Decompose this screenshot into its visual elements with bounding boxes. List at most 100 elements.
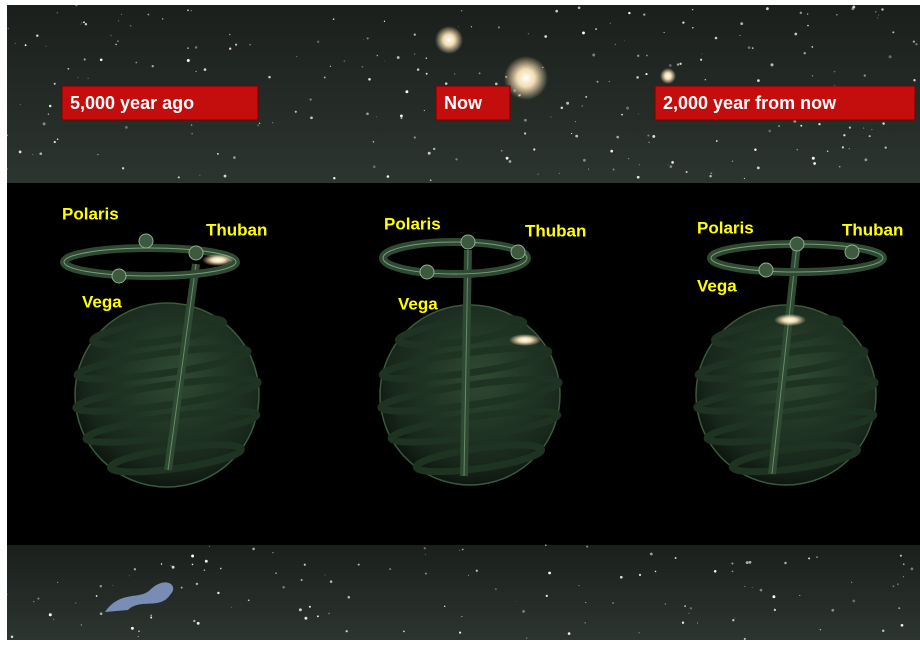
star-dot bbox=[628, 158, 629, 159]
star-dot bbox=[310, 99, 312, 101]
star-dot bbox=[249, 44, 250, 45]
star-dot bbox=[610, 150, 613, 153]
star-dot bbox=[546, 595, 548, 597]
star-dot bbox=[192, 564, 194, 566]
star-dot bbox=[88, 78, 89, 79]
star-dot bbox=[849, 148, 850, 149]
star-dot bbox=[433, 148, 435, 150]
star-dot bbox=[768, 130, 771, 133]
star-dot bbox=[682, 622, 684, 624]
star-dot bbox=[892, 31, 894, 33]
star-dot bbox=[771, 63, 774, 66]
star-dot bbox=[639, 632, 640, 633]
star-dot bbox=[75, 4, 77, 6]
star-dot bbox=[545, 544, 547, 546]
star-dot bbox=[752, 587, 753, 588]
star-dot bbox=[506, 157, 509, 160]
star-dot bbox=[732, 619, 734, 621]
star-dot bbox=[778, 125, 780, 127]
star-dot bbox=[444, 606, 445, 607]
star-dot bbox=[384, 61, 385, 62]
star-dot bbox=[100, 58, 103, 61]
star-dot bbox=[309, 606, 311, 608]
star-dot bbox=[147, 14, 149, 16]
star-dot bbox=[774, 608, 775, 609]
star-dot bbox=[495, 83, 498, 86]
star-dot bbox=[575, 135, 578, 138]
star-dot bbox=[121, 14, 122, 15]
scene: 5,000 year agoPolarisThubanVegaNowPolari… bbox=[0, 0, 920, 645]
star-dot bbox=[97, 154, 98, 155]
star-dot bbox=[231, 607, 232, 608]
star-dot bbox=[592, 54, 595, 57]
star-dot bbox=[749, 561, 752, 564]
star-dot bbox=[426, 58, 427, 59]
star-dot bbox=[831, 609, 834, 612]
star-dot bbox=[428, 152, 431, 155]
star-dot bbox=[526, 638, 527, 639]
star-dot bbox=[134, 568, 136, 570]
star-dot bbox=[732, 161, 733, 162]
star-dot bbox=[191, 124, 192, 125]
star-dot bbox=[7, 28, 9, 30]
star-dot bbox=[425, 554, 426, 555]
star-dot bbox=[620, 576, 623, 579]
star-dot bbox=[199, 175, 200, 176]
star-dot bbox=[80, 24, 81, 25]
star-dot bbox=[187, 47, 189, 49]
star-dot bbox=[181, 587, 183, 589]
star-dot bbox=[471, 26, 472, 27]
star-dot bbox=[110, 35, 111, 36]
star-dot bbox=[571, 133, 572, 134]
star-dot bbox=[626, 107, 629, 110]
star-dot bbox=[585, 622, 586, 623]
star-dot bbox=[794, 33, 797, 36]
star-dot bbox=[15, 43, 16, 44]
star-dot bbox=[869, 135, 871, 137]
star-dot bbox=[784, 562, 786, 564]
star-dot bbox=[664, 32, 665, 33]
star-dot bbox=[187, 59, 190, 62]
star-dot bbox=[851, 7, 854, 10]
star-dot bbox=[648, 142, 649, 143]
star-dot bbox=[333, 18, 335, 20]
star-dot bbox=[468, 575, 469, 576]
star-dot bbox=[454, 73, 455, 74]
star-dot bbox=[911, 568, 914, 571]
panel-label: 2,000 year from now bbox=[663, 93, 837, 113]
star-dot bbox=[665, 603, 666, 604]
star-dot bbox=[205, 560, 208, 563]
star-dot bbox=[701, 54, 702, 55]
star-dot bbox=[898, 607, 900, 609]
star-dot bbox=[170, 565, 171, 566]
bright-star bbox=[435, 26, 463, 54]
star-dot bbox=[75, 602, 76, 603]
star-dot bbox=[827, 151, 829, 153]
star-dot bbox=[150, 617, 152, 619]
star-dot bbox=[57, 582, 58, 583]
star-marker bbox=[420, 265, 434, 279]
star-marker bbox=[461, 235, 475, 249]
star-dot bbox=[424, 547, 426, 549]
star-dot bbox=[118, 20, 119, 21]
star-dot bbox=[688, 613, 689, 614]
star-dot bbox=[417, 68, 420, 71]
star-dot bbox=[178, 176, 180, 178]
star-dot bbox=[559, 173, 560, 174]
star-dot bbox=[585, 602, 586, 603]
star-dot bbox=[843, 134, 845, 136]
star-dot bbox=[54, 83, 56, 85]
star-marker bbox=[112, 269, 126, 283]
star-dot bbox=[772, 595, 775, 598]
star-dot bbox=[760, 589, 763, 592]
star-dot bbox=[455, 158, 457, 160]
star-name: Thuban bbox=[842, 220, 903, 239]
star-dot bbox=[224, 175, 227, 178]
star-dot bbox=[522, 610, 525, 613]
star-dot bbox=[257, 124, 259, 126]
star-dot bbox=[903, 576, 904, 577]
star-dot bbox=[248, 599, 250, 601]
star-dot bbox=[191, 133, 192, 134]
star-dot bbox=[613, 169, 615, 171]
light-flare bbox=[774, 314, 806, 326]
